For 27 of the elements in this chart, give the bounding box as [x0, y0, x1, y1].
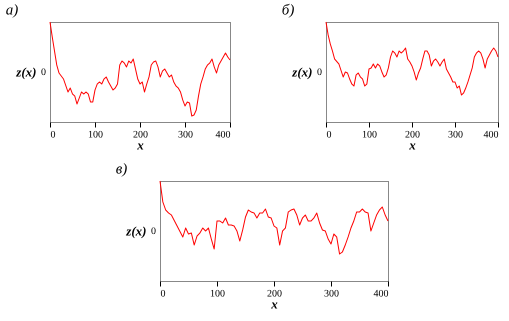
- x-tick-label: 0: [326, 130, 332, 140]
- x-tick-label: 400: [216, 130, 230, 140]
- y-axis-title: z(x): [15, 64, 36, 80]
- y-axis-title: z(x): [125, 224, 146, 238]
- x-axis-title: x: [270, 296, 278, 312]
- text: 0: [41, 67, 46, 78]
- x-tick-label: 200: [405, 130, 420, 140]
- x-tick-label: 0: [160, 288, 166, 300]
- chart-title: a): [6, 2, 18, 18]
- x-tick-label: 400: [374, 288, 388, 300]
- x-tick-label: 100: [362, 130, 377, 140]
- x-axis-title: x: [136, 138, 144, 152]
- x-tick-label: 300: [448, 130, 463, 140]
- x-tick-label: 300: [178, 130, 193, 140]
- text: 0: [317, 67, 322, 78]
- chart-title: б): [282, 2, 294, 18]
- x-tick-label: 200: [133, 130, 148, 140]
- x-tick-label: 100: [88, 130, 103, 140]
- chart-title: в): [116, 162, 128, 178]
- x-axis-title: x: [408, 138, 416, 152]
- x-tick-label: 400: [484, 130, 498, 140]
- x-tick-label: 200: [267, 288, 282, 300]
- y-axis-title: z(x): [291, 64, 312, 80]
- text: 0: [151, 226, 156, 237]
- x-tick-label: 300: [324, 288, 339, 300]
- x-tick-label: 100: [210, 288, 225, 300]
- x-tick-label: 0: [50, 130, 56, 140]
